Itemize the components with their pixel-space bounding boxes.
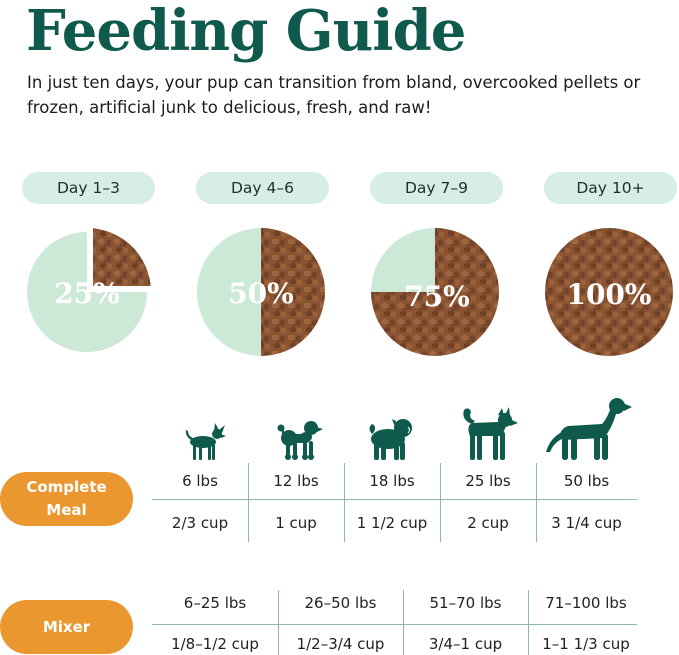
column-divider [248,463,249,542]
day-label-2: Day 4–6 [196,172,329,204]
complete-meal-weight: 6 lbs [182,472,218,490]
shiba-icon [463,407,518,460]
day-label-4: Day 10+ [544,172,677,204]
pie-slice-old-food [197,228,261,356]
complete-meal-divider [152,499,637,500]
column-divider [403,590,404,655]
complete-meal-amount: 1 cup [275,514,317,532]
complete-meal-amount: 2/3 cup [171,514,229,532]
complete-meal-label-line1: Complete [26,478,107,496]
intro-text: In just ten days, your pup can transitio… [27,73,641,117]
mixer-amount: 1/8–1/2 cup [171,635,259,653]
complete-meal-weight: 25 lbs [465,472,511,490]
mixer-amount: 3/4–1 cup [428,635,503,653]
pie-slice-fresh-food [545,228,673,356]
column-divider [440,463,441,542]
transition-pie-4: 100% [545,228,673,356]
retriever-icon [546,398,632,460]
mixer-weight: 71–100 lbs [545,594,627,612]
transition-pie-3: 75% [371,228,499,356]
pie-slice-old-food [27,232,147,352]
pie-percent-label: 75% [404,280,470,313]
pie-percent-label: 50% [228,277,294,310]
mixer-weight: 26–50 lbs [304,594,377,612]
mixer-amount: 1/2–3/4 cup [296,635,385,653]
page-title: Feeding Guide [26,0,466,64]
transition-pie-2: 50% [197,228,325,356]
pie-percent-label: 25% [54,277,120,310]
complete-meal-weight: 12 lbs [273,472,319,490]
column-divider [344,463,345,542]
complete-meal-label: Complete Meal [0,472,133,526]
column-divider [536,463,537,542]
column-divider [278,590,279,655]
complete-meal-weight: 50 lbs [563,472,610,490]
poodle-icon [277,421,323,460]
complete-meal-amount: 1 1/2 cup [356,514,428,532]
mixer-weight: 51–70 lbs [429,594,502,612]
mixer-divider [152,624,637,625]
mixer-weight: 6–25 lbs [183,594,247,612]
complete-meal-weight: 18 lbs [369,472,415,490]
complete-meal-amount: 2 cup [467,514,509,532]
complete-meal-label-line2: Meal [46,501,87,519]
day-label-1: Day 1–3 [22,172,155,204]
mixer-label: Mixer [0,600,133,654]
day-label-3: Day 7–9 [370,172,503,204]
column-divider [528,590,529,655]
complete-meal-amount: 3 1/4 cup [551,514,622,532]
transition-pie-1: 25% [17,222,157,362]
pie-slice-fresh-food [261,228,325,356]
mixer-amount: 1–1 1/3 cup [542,635,630,653]
pug-icon [369,419,412,460]
pie-percent-label: 100% [566,278,651,311]
chihuahua-icon [185,423,226,460]
pie-slice-old-food [371,228,435,292]
